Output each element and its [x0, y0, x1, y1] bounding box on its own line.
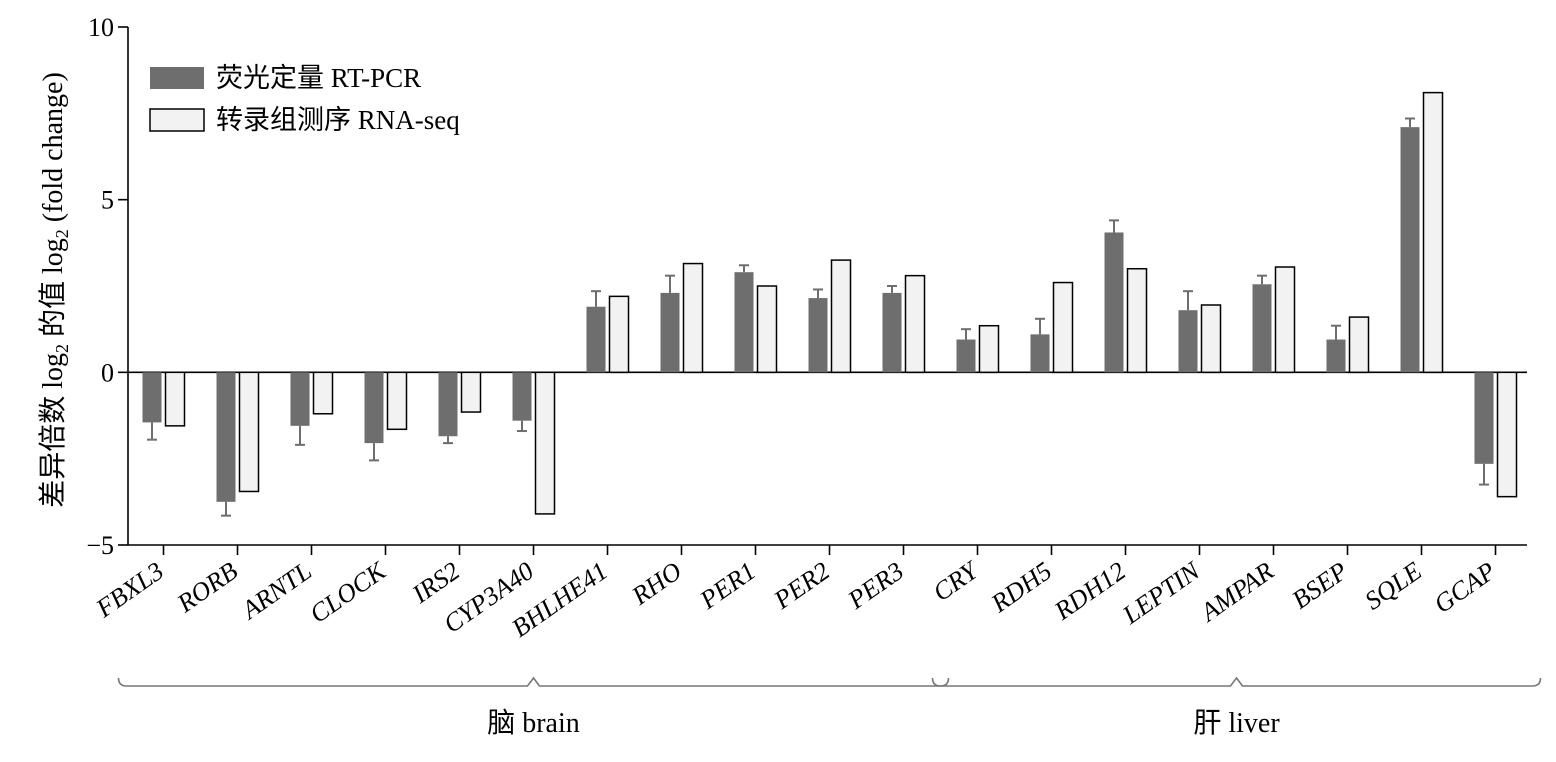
- bar-rna-seq-leptin: [1200, 304, 1222, 374]
- bar-rt-pcr-per3: [882, 292, 902, 373]
- y-tick-label: 10: [88, 13, 114, 42]
- y-axis-label-part-2: 的值 log: [37, 238, 69, 344]
- bar-rt-pcr-leptin: [1178, 310, 1198, 373]
- group-label-1: 肝 liver: [1193, 708, 1280, 739]
- bar-rna-seq-clock: [386, 371, 408, 431]
- bar-rt-pcr-arntl: [290, 372, 310, 426]
- x-tick-label-rdh5: RDH5: [985, 556, 1057, 618]
- bar-rna-seq-bsep: [1348, 316, 1370, 374]
- y-axis-label: 差异倍数 log2 的值 log2 (fold change): [37, 72, 72, 508]
- legend: 荧光定量 RT-PCR 转录组测序 RNA-seq: [149, 63, 460, 135]
- x-tick-label-per3: PER3: [842, 556, 909, 615]
- axes: −5 0 5 10: [86, 13, 1527, 560]
- bar-rt-pcr-per1: [734, 272, 754, 373]
- x-tick-label-clock: CLOCK: [304, 555, 392, 629]
- bar-rna-seq-arntl: [312, 371, 334, 415]
- x-tick-label-rho: RHO: [626, 556, 687, 611]
- x-tick-label-rdh12: RDH12: [1048, 556, 1131, 626]
- legend-label-rna-seq: 转录组测序 RNA-seq: [216, 105, 460, 135]
- x-tick-label-ampar: AMPAR: [1194, 556, 1279, 628]
- bar-rt-pcr-bsep: [1326, 339, 1346, 373]
- bar-rna-seq-rdh5: [1052, 281, 1074, 374]
- y-tick-label: 5: [101, 186, 114, 215]
- bar-rt-pcr-sqle: [1400, 127, 1420, 373]
- bar-rt-pcr-bhlhe41: [586, 306, 606, 373]
- bar-rt-pcr-cry: [956, 339, 976, 373]
- bar-rna-seq-rdh12: [1126, 267, 1148, 374]
- y-axis-label-part-1: 差异倍数 log: [37, 353, 69, 508]
- bar-rna-seq-gcap: [1496, 371, 1518, 498]
- bar-rt-pcr-rho: [660, 292, 680, 373]
- group-bracket: [931, 676, 1542, 687]
- bar-rt-pcr-clock: [364, 372, 384, 444]
- bar-rt-pcr-gcap: [1474, 372, 1494, 464]
- group-brackets: 脑 brain 肝 liver: [117, 676, 1542, 739]
- x-tick-label-sqle: SQLE: [1359, 556, 1427, 615]
- group-label-0: 脑 brain: [487, 707, 580, 739]
- x-tick-label-cry: CRY: [928, 555, 985, 607]
- x-tick-label-per1: PER1: [694, 556, 761, 615]
- bar-rt-pcr-cyp3a40: [512, 372, 532, 421]
- y-tick-label: 0: [101, 358, 114, 387]
- y-axis-label-part-3: (fold change): [38, 72, 69, 229]
- x-tick-label-arntl: ARNTL: [235, 556, 317, 626]
- bar-rna-seq-fbxl3: [164, 371, 186, 427]
- bar-rt-pcr-fbxl3: [142, 372, 162, 423]
- bar-rt-pcr-rdh5: [1030, 334, 1050, 373]
- group-bracket: [117, 676, 950, 687]
- bar-rna-seq-cry: [978, 324, 1000, 374]
- bar-rna-seq-bhlhe41: [608, 295, 630, 374]
- x-tick-label-per2: PER2: [768, 556, 835, 615]
- bar-rna-seq-cyp3a40: [534, 371, 556, 515]
- y-tick-label: −5: [86, 531, 114, 560]
- x-tick-label-bsep: BSEP: [1287, 556, 1353, 615]
- bar-rt-pcr-rdh12: [1104, 232, 1124, 373]
- bar-rt-pcr-ampar: [1252, 284, 1272, 373]
- bar-rna-seq-rorb: [238, 371, 260, 493]
- x-tick-label-rorb: RORB: [171, 556, 243, 618]
- bar-rt-pcr-per2: [808, 298, 828, 373]
- bars: [142, 91, 1518, 517]
- bar-rna-seq-ampar: [1274, 266, 1296, 374]
- bar-rna-seq-per1: [756, 285, 778, 374]
- bar-rna-seq-rho: [682, 262, 704, 374]
- x-tick-label-fbxl3: FBXL3: [90, 556, 169, 623]
- bar-rt-pcr-rorb: [216, 372, 236, 502]
- y-axis-label-subscript-2: 2: [52, 229, 72, 238]
- legend-swatch-rna-seq: [149, 108, 205, 132]
- bar-rna-seq-sqle: [1422, 91, 1444, 374]
- x-tick-label-leptin: LEPTIN: [1116, 555, 1206, 630]
- x-tick-label-gcap: GCAP: [1429, 556, 1501, 619]
- y-axis-label-subscript-1: 2: [52, 344, 72, 353]
- bar-rna-seq-per3: [904, 274, 926, 374]
- legend-swatch-rt-pcr: [150, 67, 204, 89]
- legend-label-rt-pcr: 荧光定量 RT-PCR: [216, 63, 421, 93]
- bar-rna-seq-per2: [830, 259, 852, 374]
- bar-rna-seq-irs2: [460, 371, 482, 413]
- bar-rt-pcr-irs2: [438, 372, 458, 437]
